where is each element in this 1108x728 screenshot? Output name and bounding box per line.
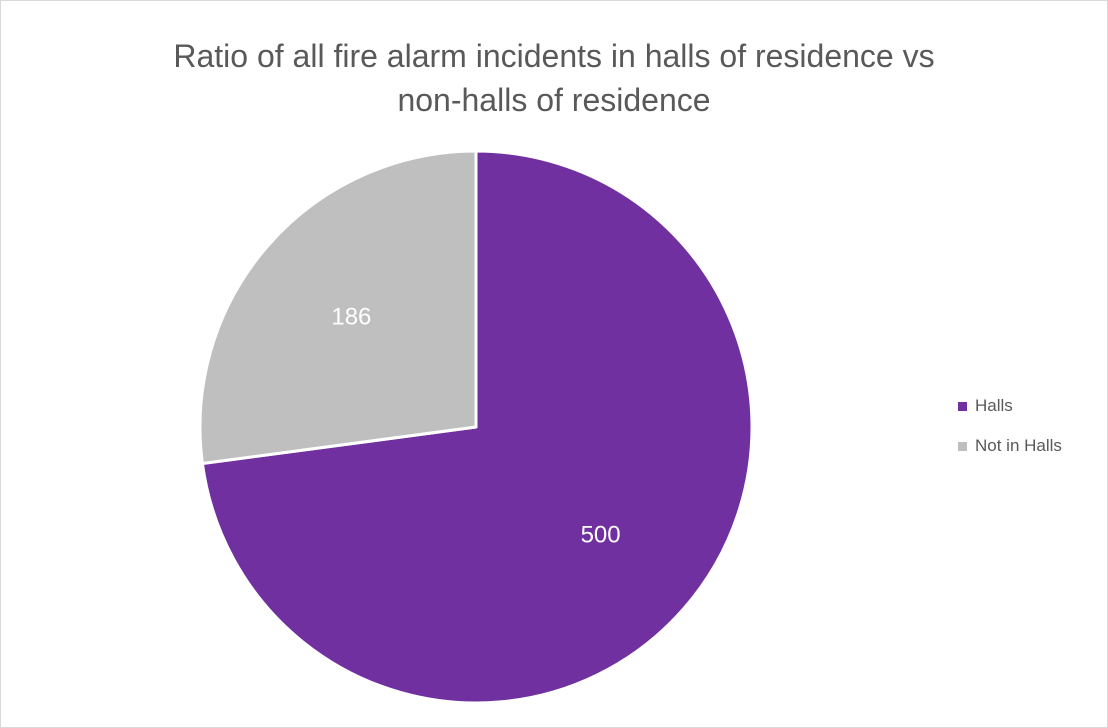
legend-swatch-halls — [958, 401, 967, 411]
legend-swatch-not-in-halls — [958, 441, 967, 451]
pie-slice-not-in-halls — [198, 149, 478, 466]
chart-title-line-2: non-halls of residence — [397, 82, 711, 118]
legend: Halls Not in Halls — [958, 392, 1062, 472]
legend-item-halls: Halls — [958, 392, 1062, 420]
legend-label-halls: Halls — [975, 396, 1013, 415]
legend-label-not-in-halls: Not in Halls — [975, 436, 1062, 455]
chart-title: Ratio of all fire alarm incidents in hal… — [0, 34, 1108, 122]
legend-item-not-in-halls: Not in Halls — [958, 432, 1062, 460]
pie-data-labels: 500 186 — [331, 303, 620, 548]
data-label-halls: 500 — [581, 521, 621, 548]
pie-slices — [198, 149, 754, 705]
data-label-not-in-halls: 186 — [331, 303, 371, 330]
chart-title-line-1: Ratio of all fire alarm incidents in hal… — [173, 38, 935, 74]
